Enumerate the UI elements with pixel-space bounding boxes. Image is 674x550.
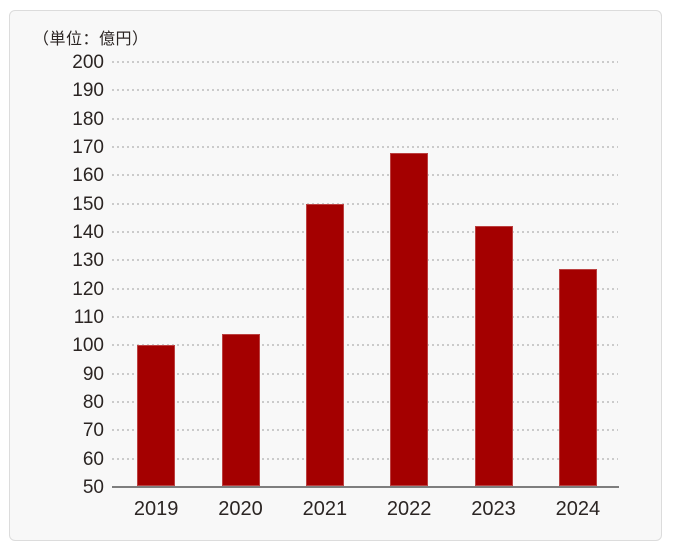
gridline-180: [112, 117, 618, 120]
gridline-160: [112, 174, 618, 177]
y-axis-tick-label: 110: [73, 307, 104, 328]
y-axis-tick-label: 90: [82, 363, 104, 385]
gridline-80: [112, 401, 618, 403]
x-axis-label-2023: 2023: [471, 498, 516, 520]
x-axis-label-2019: 2019: [133, 498, 179, 520]
bar-2023: [474, 226, 513, 486]
x-axis-label-2022: 2022: [386, 498, 432, 520]
y-axis-tick-label: 180: [72, 108, 104, 130]
y-axis-tick-label: 100: [72, 335, 104, 357]
x-axis-line: [112, 486, 619, 488]
y-axis-tick-label: 200: [72, 52, 104, 73]
y-axis-tick-label: 190: [72, 80, 104, 102]
x-axis-label-2020: 2020: [218, 498, 263, 520]
bar-2021: [305, 203, 344, 486]
bar-2020: [221, 334, 260, 486]
gridline-190: [112, 89, 618, 92]
gridline-70: [112, 429, 618, 432]
y-axis-tick-label: 50: [82, 477, 104, 498]
y-axis-tick-label: 150: [72, 193, 104, 215]
bar-2019: [137, 345, 176, 486]
gridline-140: [112, 231, 618, 233]
y-axis-tick-label: 160: [72, 165, 104, 187]
y-axis-tick-label: 70: [82, 420, 104, 442]
gridline-120: [112, 287, 618, 290]
x-axis-label-2024: 2024: [555, 498, 601, 520]
gridline-130: [112, 259, 618, 262]
y-axis-tick-label: 140: [72, 222, 104, 243]
gridline-90: [112, 372, 618, 375]
gridline-100: [112, 344, 618, 347]
x-axis-label-2021: 2021: [302, 498, 348, 520]
bar-2022: [390, 152, 429, 486]
y-axis-tick-label: 80: [82, 392, 104, 413]
gridline-110: [112, 316, 618, 318]
gridline-60: [112, 457, 618, 460]
unit-label: （単位：億円）: [33, 31, 149, 48]
bar-2024: [558, 268, 597, 486]
gridline-170: [112, 146, 618, 148]
gridline-150: [112, 202, 618, 205]
gridline-200: [112, 61, 618, 63]
y-axis-tick-label: 60: [82, 448, 104, 470]
y-axis-tick-label: 130: [72, 250, 104, 272]
y-axis-tick-label: 120: [72, 278, 104, 300]
y-axis-tick-label: 170: [72, 137, 104, 158]
